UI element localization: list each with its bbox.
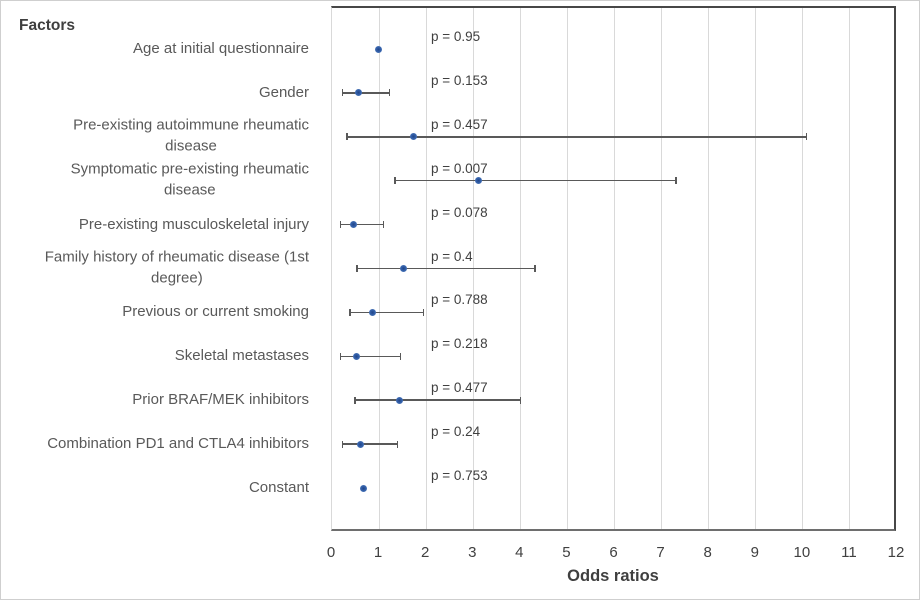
p-value-label: p = 0.95 xyxy=(431,29,481,44)
gridline xyxy=(755,8,757,529)
factor-label: Previous or current smoking xyxy=(122,303,309,321)
factor-label: Skeletal metastases xyxy=(174,347,309,365)
gridline xyxy=(849,8,851,529)
gridline xyxy=(661,8,663,529)
x-tick-label: 7 xyxy=(656,544,665,561)
x-tick-label: 8 xyxy=(703,544,712,561)
factor-label: Family history of rheumatic disease (1st… xyxy=(44,248,309,287)
ci-cap-right xyxy=(520,396,522,404)
confidence-interval-bar xyxy=(356,267,535,270)
ci-cap-right xyxy=(422,308,424,316)
ci-cap-left xyxy=(342,89,344,97)
p-value-label: p = 0.218 xyxy=(431,336,488,352)
ci-cap-right xyxy=(534,265,536,272)
x-tick-label: 5 xyxy=(562,544,571,561)
factor-label: Symptomatic pre-existing rheumatic disea… xyxy=(70,160,309,199)
factor-label: Pre-existing autoimmune rheumatic diseas… xyxy=(73,116,309,155)
gridline xyxy=(708,8,710,529)
x-tick-label: 11 xyxy=(841,544,857,561)
ci-cap-right xyxy=(675,177,677,185)
point-estimate-dot xyxy=(395,396,403,404)
ci-cap-right xyxy=(388,89,391,97)
ci-cap-left xyxy=(394,177,396,185)
x-tick-label: 2 xyxy=(420,544,430,561)
confidence-interval-bar xyxy=(342,92,390,94)
confidence-interval-bar xyxy=(340,223,384,226)
confidence-interval-bar xyxy=(342,443,398,445)
p-value-label: p = 0.477 xyxy=(431,380,488,396)
p-value-label: p = 0.753 xyxy=(431,468,488,483)
factor-label: Age at initial questionnaire xyxy=(133,39,309,57)
x-tick-label: 4 xyxy=(515,544,524,561)
confidence-interval-bar xyxy=(355,399,521,401)
p-value-label: p = 0.788 xyxy=(431,292,488,308)
ci-cap-right xyxy=(805,133,808,141)
point-estimate-dot xyxy=(400,265,408,272)
ci-cap-left xyxy=(346,133,348,141)
x-tick-label: 12 xyxy=(887,544,905,561)
p-value-label: p = 0.153 xyxy=(431,72,488,88)
gridline xyxy=(614,8,615,529)
point-estimate-dot xyxy=(359,484,367,492)
ci-cap-right xyxy=(382,221,384,229)
point-estimate-dot xyxy=(354,89,362,97)
x-tick-label: 1 xyxy=(373,544,383,561)
chart-title: Factors xyxy=(19,17,75,34)
x-axis-title: Odds ratios xyxy=(567,567,659,585)
x-tick-label: 0 xyxy=(326,544,336,561)
gridline xyxy=(802,8,804,529)
confidence-interval-bar xyxy=(347,136,807,138)
point-estimate-dot xyxy=(350,221,358,229)
point-estimate-dot xyxy=(352,352,360,360)
ci-cap-right xyxy=(396,440,399,448)
ci-cap-left xyxy=(356,265,358,272)
ci-cap-left xyxy=(339,352,342,360)
x-tick-label: 9 xyxy=(750,544,759,561)
factor-label: Constant xyxy=(248,478,309,496)
point-estimate-dot xyxy=(475,177,483,185)
x-tick-label: 6 xyxy=(609,544,618,561)
ci-cap-left xyxy=(342,440,344,448)
gridline xyxy=(566,8,568,529)
ci-cap-right xyxy=(399,352,402,360)
confidence-interval-bar xyxy=(395,179,677,182)
ci-cap-left xyxy=(339,221,342,229)
factor-label: Pre-existing musculoskeletal injury xyxy=(78,215,309,233)
p-value-label: p = 0.007 xyxy=(431,160,488,176)
p-value-label: p = 0.24 xyxy=(431,424,481,440)
p-value-label: p = 0.457 xyxy=(431,116,488,132)
p-value-label: p = 0.078 xyxy=(431,204,488,220)
factor-label: Prior BRAF/MEK inhibitors xyxy=(132,391,309,409)
x-tick-label: 10 xyxy=(793,544,811,561)
confidence-interval-bar xyxy=(340,355,401,358)
ci-cap-left xyxy=(354,396,356,404)
factor-label: Combination PD1 and CTLA4 inhibitors xyxy=(47,434,309,452)
point-estimate-dot xyxy=(356,440,364,448)
point-estimate-dot xyxy=(374,45,382,53)
p-value-label: p = 0.4 xyxy=(431,248,473,264)
point-estimate-dot xyxy=(369,308,377,316)
x-tick-label: 3 xyxy=(468,544,477,561)
confidence-interval-bar xyxy=(349,311,424,314)
ci-cap-left xyxy=(349,308,351,316)
factor-label: Gender xyxy=(258,83,309,101)
point-estimate-dot xyxy=(409,133,417,141)
